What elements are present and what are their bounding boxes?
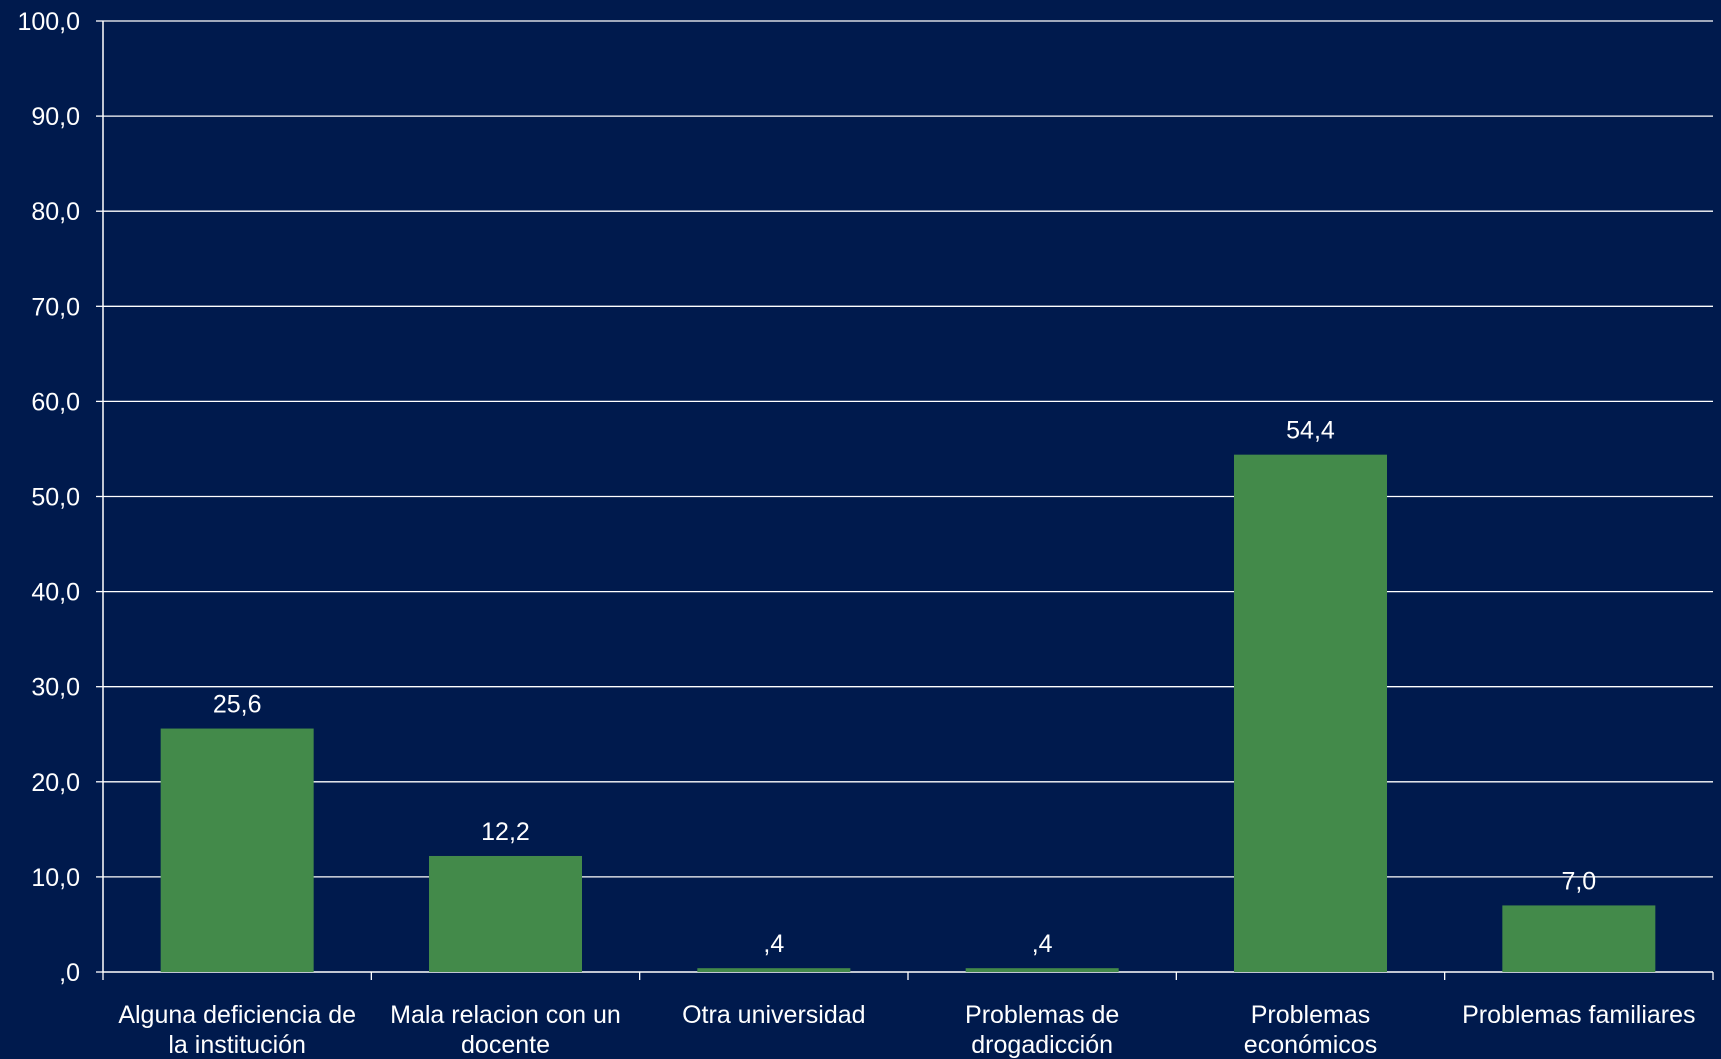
x-category-label-line: Mala relacion con un <box>390 1001 621 1029</box>
y-tick-label: 60,0 <box>31 388 80 416</box>
x-tick-labels: Alguna deficiencia de la institución Mala … <box>118 1001 1695 1059</box>
x-category-label-line: Otra universidad <box>682 1001 865 1029</box>
y-tick-label: ,0 <box>59 959 80 987</box>
bar <box>1234 454 1387 972</box>
axes <box>96 20 1714 980</box>
y-tick-label: 70,0 <box>31 293 80 321</box>
x-category-label-line: Problemas familiares <box>1462 1001 1695 1029</box>
bar <box>160 728 314 972</box>
x-category-label-line: docente <box>461 1031 550 1059</box>
y-tick-label: 90,0 <box>31 103 80 131</box>
y-tick-label: 10,0 <box>31 864 80 892</box>
bar-value-label: ,4 <box>763 930 784 958</box>
bars <box>160 454 1656 972</box>
x-category-label: Problemas de drogadicción <box>965 1001 1119 1059</box>
bar <box>965 968 1119 972</box>
x-category-label: Problemas económicos <box>1244 1001 1377 1059</box>
bar-value-label: 7,0 <box>1561 867 1596 895</box>
bar <box>1502 905 1656 972</box>
x-category-label-line: drogadicción <box>971 1031 1113 1059</box>
x-category-label-line: Problemas <box>1251 1001 1371 1029</box>
y-tick-label: 40,0 <box>31 579 80 607</box>
y-tick-label: 80,0 <box>31 198 80 226</box>
x-category-label: Alguna deficiencia de la institución <box>118 1001 356 1059</box>
y-tick-label: 20,0 <box>31 769 80 797</box>
x-category-label-line: la institución <box>168 1031 306 1059</box>
data-labels: 25,6 12,2 ,4 ,4 54,4 7,0 <box>213 417 1596 959</box>
bar-value-label: ,4 <box>1032 930 1053 958</box>
bar-value-label: 12,2 <box>481 818 530 846</box>
x-category-label-line: Problemas de <box>965 1001 1119 1029</box>
y-tick-label: 30,0 <box>31 674 80 702</box>
x-category-label: Problemas familiares <box>1462 1001 1695 1029</box>
bar-value-label: 54,4 <box>1286 417 1335 445</box>
bar <box>697 968 851 972</box>
bar-value-label: 25,6 <box>213 691 262 719</box>
bar <box>429 855 582 972</box>
x-category-label-line: económicos <box>1244 1031 1377 1059</box>
y-tick-label: 50,0 <box>31 484 80 512</box>
y-tick-labels: ,0 10,0 20,0 30,0 40,0 50,0 60,0 70,0 80,0 90,0 10… <box>17 8 80 987</box>
gridlines <box>103 20 1713 878</box>
x-category-label-line: Alguna deficiencia de <box>118 1001 356 1029</box>
x-category-label: Mala relacion con un docente <box>390 1001 621 1059</box>
y-tick-label: 100,0 <box>17 8 80 36</box>
x-category-label: Otra universidad <box>682 1001 865 1029</box>
